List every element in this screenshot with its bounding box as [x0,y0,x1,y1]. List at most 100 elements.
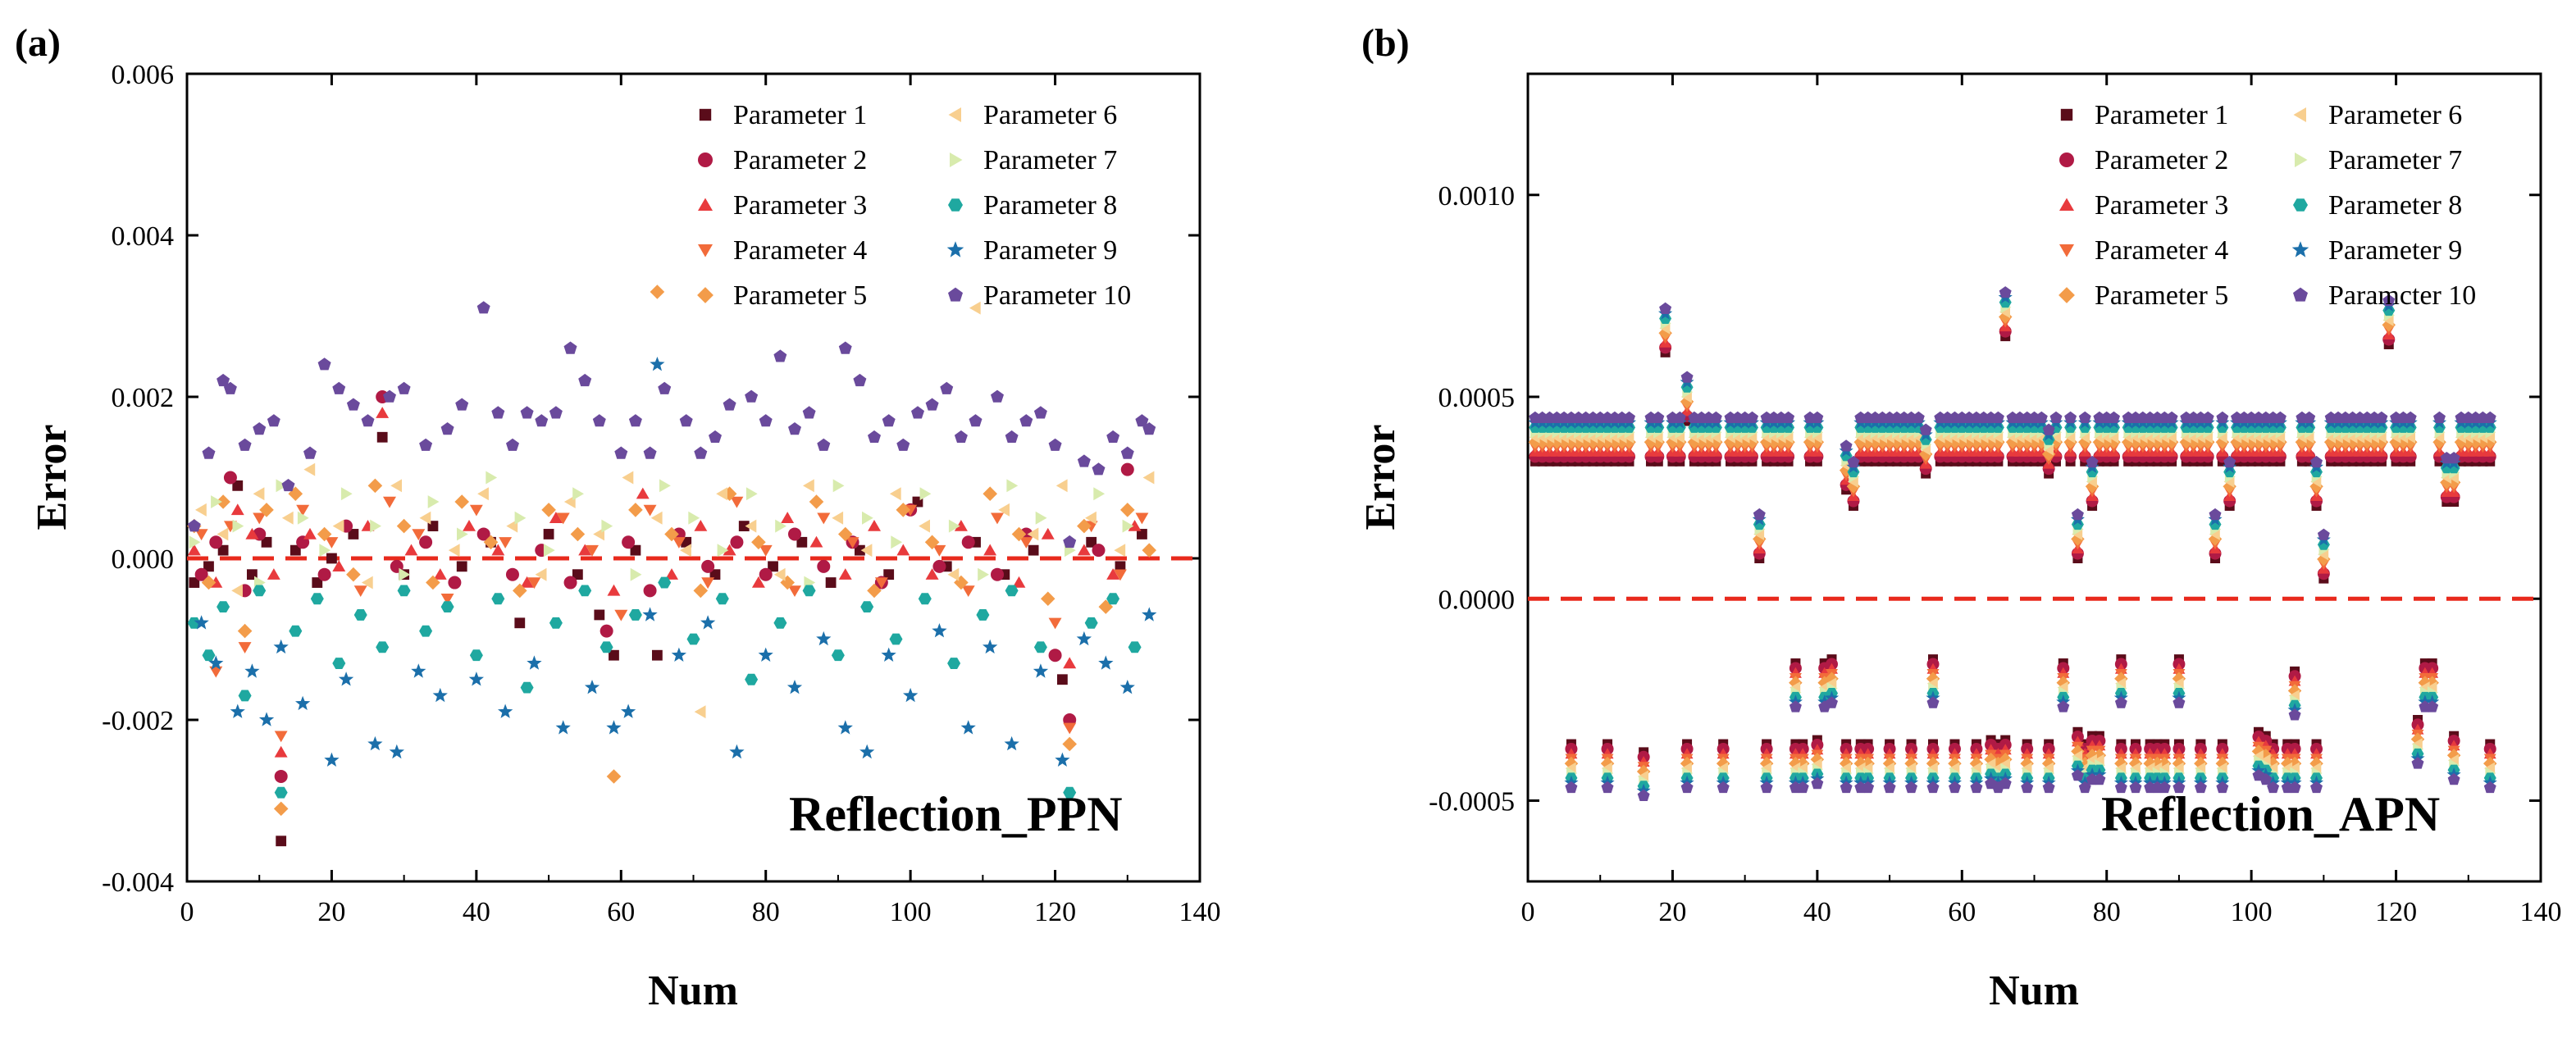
data-point [572,487,584,501]
panel-b-y-axis-title: Error [1357,425,1404,530]
panel-a-y-axis-title: Error [29,425,75,530]
data-point [338,672,354,686]
data-point [295,695,311,711]
data-point [419,535,433,549]
data-point [768,561,778,572]
data-point [1905,781,1917,794]
data-point [1636,764,1651,779]
data-point [527,577,541,590]
y-tick-label: 0.006 [112,60,175,90]
data-point [940,381,954,394]
data-point [925,398,939,411]
data-point [738,521,750,531]
data-point [700,615,716,630]
data-point [274,786,288,799]
data-point [2158,781,2171,794]
data-point [809,535,823,548]
data-point [491,544,505,556]
legend-label: Parameter 3 [733,190,867,221]
data-point [2447,452,2460,464]
data-point [1760,781,1773,794]
data-point [499,537,513,549]
data-point [319,544,331,558]
data-point [716,487,727,501]
data-point [549,406,563,419]
data-point [650,511,663,525]
data-point [325,537,339,549]
data-point [1019,537,1033,549]
data-point [960,720,976,735]
data-point [1659,302,1672,314]
data-point [505,567,519,581]
legend-marker [2291,241,2309,257]
data-point [802,406,816,419]
data-point [1106,430,1120,443]
data-point [868,430,881,443]
data-point [2433,411,2446,423]
x-tick-label: 40 [463,897,490,927]
data-point [578,544,592,556]
legend-label: Parameter 2 [733,145,867,175]
data-point [217,544,229,556]
data-point [2310,455,2323,468]
data-point [1005,430,1019,443]
data-point [1077,518,1092,534]
data-point [701,577,715,590]
data-point [773,617,787,629]
legend-label: Parameter 1 [2095,100,2228,130]
data-point [2426,700,2439,712]
data-point [817,512,831,525]
data-point [346,398,360,411]
data-point [932,623,947,638]
data-point [969,301,981,315]
data-point [578,585,592,597]
data-point [650,285,665,299]
panel-a-points [187,285,1157,847]
panel-a-letter: (a) [15,21,61,65]
data-point [2483,411,2496,423]
legend-marker [2293,198,2308,212]
data-point [1142,543,1156,558]
data-point [1565,781,1578,794]
legend-marker [698,244,713,257]
legend-marker [2059,287,2075,303]
data-point [2078,411,2091,423]
data-point [860,601,874,612]
data-point [1033,406,1047,419]
data-point [2194,781,2207,794]
data-point [1119,680,1135,694]
data-point [817,438,831,451]
legend-marker [2059,198,2074,211]
data-point [954,520,968,531]
data-point [419,511,431,525]
data-point [1789,700,1802,712]
data-point [189,577,200,588]
data-point [1128,641,1142,653]
data-point [370,519,381,533]
data-point [1680,781,1694,794]
legend-marker [948,198,963,212]
data-point [457,527,468,541]
data-point [348,529,359,539]
data-point [376,407,390,418]
legend-label: Parameter 8 [2328,190,2462,221]
data-point [383,389,396,403]
data-point [788,422,801,435]
data-point [2086,455,2099,468]
data-point [924,535,940,550]
data-point [803,479,814,493]
data-point [745,487,758,501]
data-point [1623,411,1635,423]
x-tick-label: 20 [317,897,345,927]
data-point [1912,411,1925,423]
data-point [729,744,745,759]
data-point [303,446,317,459]
data-point [353,609,367,621]
legend-marker [946,241,964,257]
x-tick-label: 0 [180,897,194,927]
data-point [976,609,990,621]
data-point [1092,462,1106,476]
data-point [1862,781,1875,794]
data-point [346,567,361,582]
